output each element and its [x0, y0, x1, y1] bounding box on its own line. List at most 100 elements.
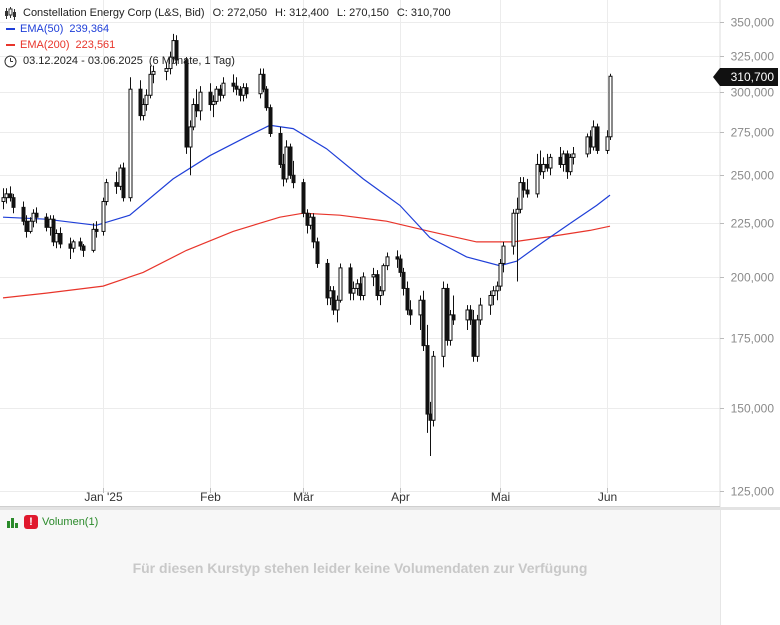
candle — [268, 104, 273, 137]
candle-body-down — [8, 193, 13, 199]
candle-body-up — [475, 319, 480, 357]
candle-body-down — [44, 216, 49, 228]
candle — [198, 86, 203, 121]
candle-body-up — [548, 156, 553, 169]
candle-body-up — [431, 355, 436, 421]
candle — [605, 130, 610, 154]
volume-label[interactable]: Volumen(1) — [42, 516, 99, 528]
candle — [8, 186, 13, 202]
candle-body-down — [595, 126, 600, 151]
candle-body-up — [568, 156, 573, 173]
candle-body-down — [11, 197, 16, 208]
candle — [488, 290, 493, 315]
candle — [288, 143, 293, 179]
legend-ema200[interactable]: EMA(200) 223,561 — [4, 37, 451, 53]
candle — [28, 217, 33, 234]
warning-icon[interactable]: ! — [24, 515, 38, 529]
candle — [401, 267, 406, 296]
legend-ema50[interactable]: EMA(50) 239,364 — [4, 21, 451, 37]
candle — [264, 86, 269, 111]
panel-divider[interactable] — [0, 507, 780, 510]
candle-body-down — [81, 245, 86, 251]
candle-body-up — [511, 212, 516, 247]
candle — [291, 160, 296, 189]
candle — [58, 227, 63, 249]
candle-body-down — [421, 299, 426, 347]
candle — [501, 241, 506, 273]
x-grid-lines — [103, 0, 608, 488]
candle-body-up — [91, 228, 96, 251]
candle-body-down — [231, 82, 236, 87]
candle-body-up — [4, 193, 9, 199]
candle — [24, 215, 29, 238]
candle-body-down — [395, 256, 400, 260]
candle — [405, 281, 410, 315]
ema50-swatch — [6, 28, 15, 30]
candle-body-up — [371, 274, 376, 278]
candle — [521, 177, 526, 198]
price-chart[interactable]: 125,000 150,000 175,000 200,000 225,000 250,0… — [0, 0, 780, 510]
candle — [114, 171, 119, 194]
candle-body-down — [261, 73, 266, 90]
candle — [104, 178, 109, 206]
candle — [448, 309, 453, 346]
candle — [421, 290, 426, 351]
y-tick-label: 125,000 — [731, 485, 775, 499]
candle — [278, 126, 283, 169]
x-axis: Jan '25 Feb Mär Apr Mai Jun — [0, 488, 720, 507]
candle-body-up — [128, 88, 133, 199]
candle-body-down — [194, 104, 199, 112]
candle-body-down — [325, 262, 330, 299]
candle-body-up — [535, 163, 540, 195]
candle-body-down — [114, 182, 119, 187]
candle — [94, 221, 99, 238]
candle — [138, 80, 143, 121]
candlestick-icon — [5, 6, 16, 20]
candle-body-up — [1, 197, 6, 203]
candle-body-up — [198, 91, 203, 112]
candle — [451, 295, 456, 325]
candle — [378, 286, 383, 306]
candle — [44, 213, 49, 232]
candle — [541, 157, 546, 179]
candle-body-up — [284, 146, 289, 180]
candle — [371, 267, 376, 287]
date-range: 03.12.2024 - 03.06.2025 — [23, 55, 143, 67]
candle — [515, 197, 520, 282]
candle-body-down — [521, 182, 526, 191]
y-tick-label: 300,000 — [731, 86, 775, 100]
candle — [315, 237, 320, 268]
ema200-series — [2, 212, 611, 299]
candle-body-down — [51, 218, 56, 243]
candle-body-down — [311, 216, 316, 243]
candle — [441, 281, 446, 368]
candle — [231, 74, 236, 93]
ema50-value: 239,364 — [69, 23, 110, 35]
candle — [571, 147, 576, 165]
candle-body-up — [518, 182, 523, 210]
candle — [425, 324, 430, 433]
candle — [595, 123, 600, 154]
candle-body-down — [24, 220, 29, 232]
candle-body-up — [491, 290, 496, 297]
candle — [91, 223, 96, 253]
volume-header: ! Volumen(1) — [6, 515, 98, 529]
candle-body-down — [375, 274, 380, 297]
candle-body-down — [94, 228, 99, 232]
candle — [385, 252, 390, 271]
x-tick-label: Jan '25 — [84, 490, 123, 504]
candle-body-up — [104, 182, 109, 203]
ema200-value: 223,561 — [75, 39, 116, 51]
candle — [211, 95, 216, 118]
candle — [301, 178, 306, 218]
candle — [191, 98, 196, 131]
candle — [498, 259, 503, 291]
ema50-line — [2, 124, 611, 267]
candle — [331, 286, 336, 315]
candle-body-down — [268, 107, 273, 135]
candle-body-up — [441, 287, 446, 357]
candle — [568, 153, 573, 176]
candle — [194, 89, 199, 118]
candle-body-up — [605, 136, 610, 151]
candle — [184, 57, 189, 154]
